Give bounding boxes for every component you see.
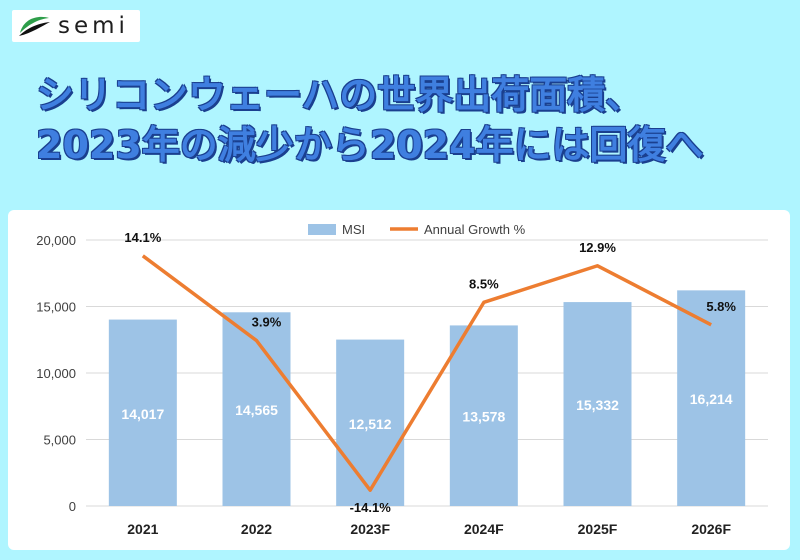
- growth-value-label: -14.1%: [350, 500, 392, 515]
- semi-swoosh-icon: [19, 16, 50, 36]
- x-tick-label: 2021: [127, 521, 158, 537]
- legend-label-msi: MSI: [342, 222, 365, 237]
- logo-text: semi: [58, 13, 129, 39]
- bar-value-label: 13,578: [462, 409, 505, 425]
- y-tick-label: 0: [69, 499, 76, 514]
- bar: [222, 312, 291, 506]
- legend-label-growth: Annual Growth %: [424, 222, 526, 237]
- headline-line-2: 2023年の減少から2024年には回復へ: [36, 123, 704, 167]
- y-tick-label: 5,000: [43, 433, 76, 448]
- bar: [336, 339, 405, 506]
- x-tick-label: 2025F: [578, 521, 618, 537]
- bar: [563, 302, 632, 506]
- growth-value-label: 12.9%: [579, 240, 616, 255]
- x-tick-label: 2026F: [691, 521, 731, 537]
- growth-value-label: 3.9%: [252, 315, 282, 330]
- x-tick-label: 2022: [241, 521, 272, 537]
- chart-card: 0 5,000 10,000 15,000 20,000 14,017 14,565 12,5…: [8, 210, 790, 550]
- bar: [677, 290, 746, 506]
- bar-value-label: 14,017: [121, 406, 164, 422]
- legend-swatch-msi: [308, 224, 336, 235]
- bar-value-label: 16,214: [690, 391, 733, 407]
- y-tick-label: 15,000: [36, 300, 76, 315]
- bar: [108, 319, 177, 506]
- x-tick-label: 2023F: [350, 521, 390, 537]
- y-tick-label: 10,000: [36, 366, 76, 381]
- wafer-shipment-chart: 0 5,000 10,000 15,000 20,000 14,017 14,565 12,5…: [36, 222, 768, 537]
- bar-value-label: 12,512: [349, 416, 392, 432]
- bar-value-label: 15,332: [576, 397, 619, 413]
- semi-logo: semi: [12, 10, 140, 42]
- growth-value-label: 14.1%: [124, 230, 161, 245]
- growth-value-label: 8.5%: [469, 276, 499, 291]
- bar: [449, 325, 518, 506]
- headline-line-1: シリコンウェーハの世界出荷面積、: [36, 73, 644, 117]
- headline: シリコンウェーハの世界出荷面積、 2023年の減少から2024年には回復へ: [36, 70, 786, 170]
- growth-line: [141, 254, 712, 492]
- growth-value-label: 5.8%: [706, 299, 736, 314]
- x-tick-label: 2024F: [464, 521, 504, 537]
- y-tick-label: 20,000: [36, 233, 76, 248]
- bar-value-label: 14,565: [235, 402, 278, 418]
